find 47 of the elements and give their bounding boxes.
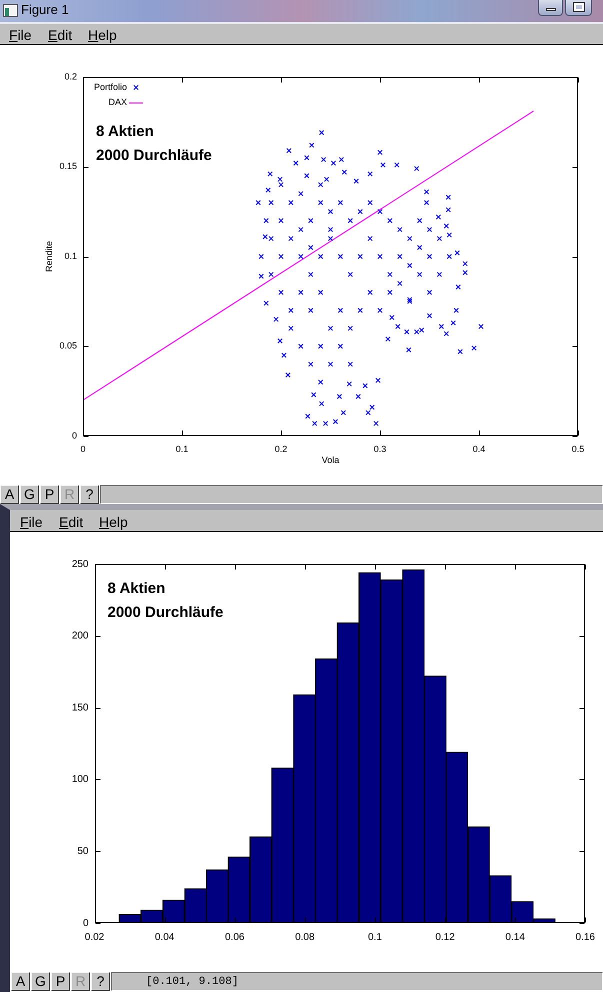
y-tick-label: 250 — [72, 558, 89, 570]
toolbar-button: R — [71, 972, 90, 991]
x-tick-label: 0.5 — [572, 444, 584, 454]
status-field: [0.101, 9.108] — [111, 972, 603, 991]
x-tick-label: 0.2 — [274, 444, 288, 454]
y-tick-label: 100 — [72, 774, 89, 786]
y-tick-label: 0.2 — [64, 71, 77, 82]
legend-label: Portfolio — [94, 82, 127, 92]
y-tick-label: 0.1 — [64, 250, 77, 261]
annotation: 8 Aktien — [108, 580, 166, 598]
toolbar-button: R — [60, 485, 79, 504]
menu-bar: File Edit Help — [10, 510, 603, 532]
toolbar-button: G — [31, 972, 50, 991]
x-tick-label: 0.1 — [176, 444, 188, 454]
x-axis-title: Vola — [322, 455, 340, 466]
toolbar-button: P — [40, 485, 59, 504]
toolbar-button: ? — [80, 485, 99, 504]
toolbar-button: G — [20, 485, 39, 504]
x-tick-label: 0.3 — [374, 444, 386, 454]
menu-bar: File Edit Help — [0, 24, 603, 45]
legend-label: DAX — [108, 96, 127, 107]
annotation: 8 Aktien — [96, 123, 154, 140]
x-tick-label: 0.08 — [295, 932, 315, 943]
x-tick-label: 0.16 — [576, 932, 596, 943]
y-tick-label: 50 — [77, 846, 89, 857]
toolbar-button: A — [11, 972, 30, 991]
y-tick-label: 0.15 — [59, 161, 77, 172]
toolbar-button: ? — [91, 972, 110, 991]
y-tick-label: 200 — [72, 630, 89, 642]
x-tick-label: 0.06 — [224, 932, 245, 943]
x-tick-label: 0.12 — [435, 932, 456, 943]
caption: Figure 1 — [21, 2, 69, 17]
x-tick-label: 0.4 — [472, 444, 486, 454]
y-tick-label: 150 — [72, 702, 89, 714]
toolbar-button: A — [0, 485, 19, 504]
toolbar-button: P — [51, 972, 70, 991]
x-tick-label: 0.14 — [505, 932, 526, 943]
y-axis-title: Rendite — [44, 240, 54, 272]
y-tick-label: 0 — [72, 430, 77, 440]
x-tick-label: 0.02 — [84, 932, 105, 943]
title-bar: Figure 1 — [0, 0, 603, 24]
y-tick-label: 0 — [82, 918, 89, 929]
x-tick-label: 0.1 — [368, 932, 382, 943]
y-tick-label: 0.05 — [59, 340, 77, 351]
annotation: 2000 Durchläufe — [96, 147, 212, 164]
x-tick-label: 0.04 — [154, 932, 175, 943]
annotation: 2000 Durchläufe — [108, 604, 224, 622]
